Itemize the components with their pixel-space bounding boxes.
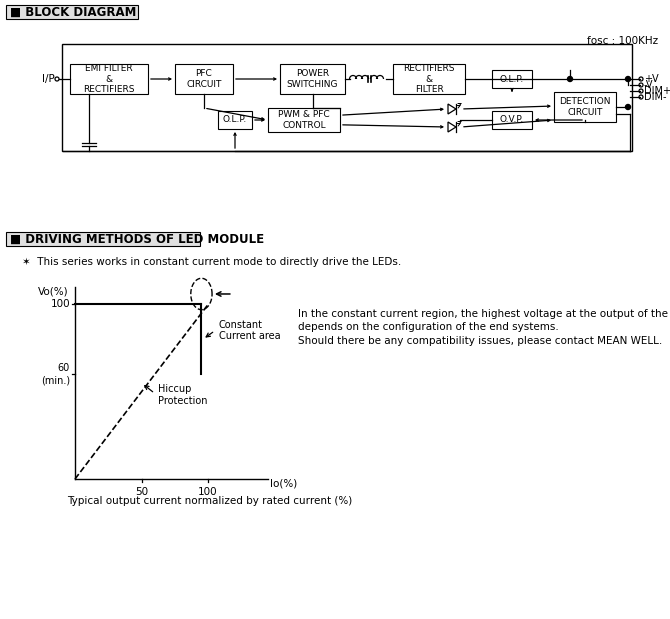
Bar	[280, 64, 345, 94]
Text: -V: -V	[644, 80, 653, 90]
Text: 60
(min.): 60 (min.)	[41, 363, 70, 385]
Text: Constant
Current area: Constant Current area	[219, 320, 281, 342]
Bar	[70, 64, 148, 94]
Text: Should there be any compatibility issues, please contact MEAN WELL.: Should there be any compatibility issues…	[298, 336, 662, 346]
Bar	[6, 232, 200, 246]
Text: PFC
CIRCUIT: PFC CIRCUIT	[186, 69, 222, 89]
Bar	[492, 70, 532, 88]
Text: EMI FILTER
&
RECTIFIERS: EMI FILTER & RECTIFIERS	[83, 64, 135, 94]
Text: Vo(%): Vo(%)	[38, 287, 68, 297]
Bar	[393, 64, 465, 94]
Text: 50: 50	[135, 487, 148, 497]
Bar	[218, 111, 252, 129]
Circle shape	[626, 77, 630, 82]
Bar	[268, 108, 340, 132]
Circle shape	[567, 77, 572, 82]
Text: RECTIFIERS
&
FILTER: RECTIFIERS & FILTER	[403, 64, 455, 94]
Bar	[6, 5, 138, 19]
Text: ■ DRIVING METHODS OF LED MODULE: ■ DRIVING METHODS OF LED MODULE	[10, 233, 264, 246]
Text: POWER
SWITCHING: POWER SWITCHING	[287, 69, 338, 89]
Text: PWM & PFC
CONTROL: PWM & PFC CONTROL	[278, 110, 330, 130]
Bar	[62, 44, 632, 151]
Text: DIM+: DIM+	[644, 86, 670, 96]
Text: depends on the configuration of the end systems.: depends on the configuration of the end …	[298, 322, 559, 332]
Text: fosc : 100KHz: fosc : 100KHz	[587, 36, 658, 46]
Circle shape	[626, 105, 630, 110]
Text: O.L.P.: O.L.P.	[223, 116, 247, 124]
Text: 100: 100	[198, 487, 218, 497]
Text: DIM-: DIM-	[644, 92, 667, 102]
Text: ■ BLOCK DIAGRAM: ■ BLOCK DIAGRAM	[10, 6, 137, 19]
Bar	[554, 92, 616, 122]
Text: Hiccup
Protection: Hiccup Protection	[157, 384, 207, 406]
Text: In the constant current region, the highest voltage at the output of the driver: In the constant current region, the high…	[298, 309, 670, 319]
Bar	[175, 64, 233, 94]
Text: I/P: I/P	[42, 74, 55, 84]
Text: 100: 100	[50, 300, 70, 310]
Text: ✶  This series works in constant current mode to directly drive the LEDs.: ✶ This series works in constant current …	[22, 257, 401, 267]
Text: DETECTION
CIRCUIT: DETECTION CIRCUIT	[559, 97, 611, 117]
Text: +V: +V	[644, 74, 659, 84]
Bar	[492, 111, 532, 129]
Text: O.L.P.: O.L.P.	[500, 74, 524, 84]
Text: Io(%): Io(%)	[270, 479, 297, 489]
Text: O.V.P.: O.V.P.	[500, 116, 524, 124]
Text: Typical output current normalized by rated current (%): Typical output current normalized by rat…	[67, 496, 352, 506]
